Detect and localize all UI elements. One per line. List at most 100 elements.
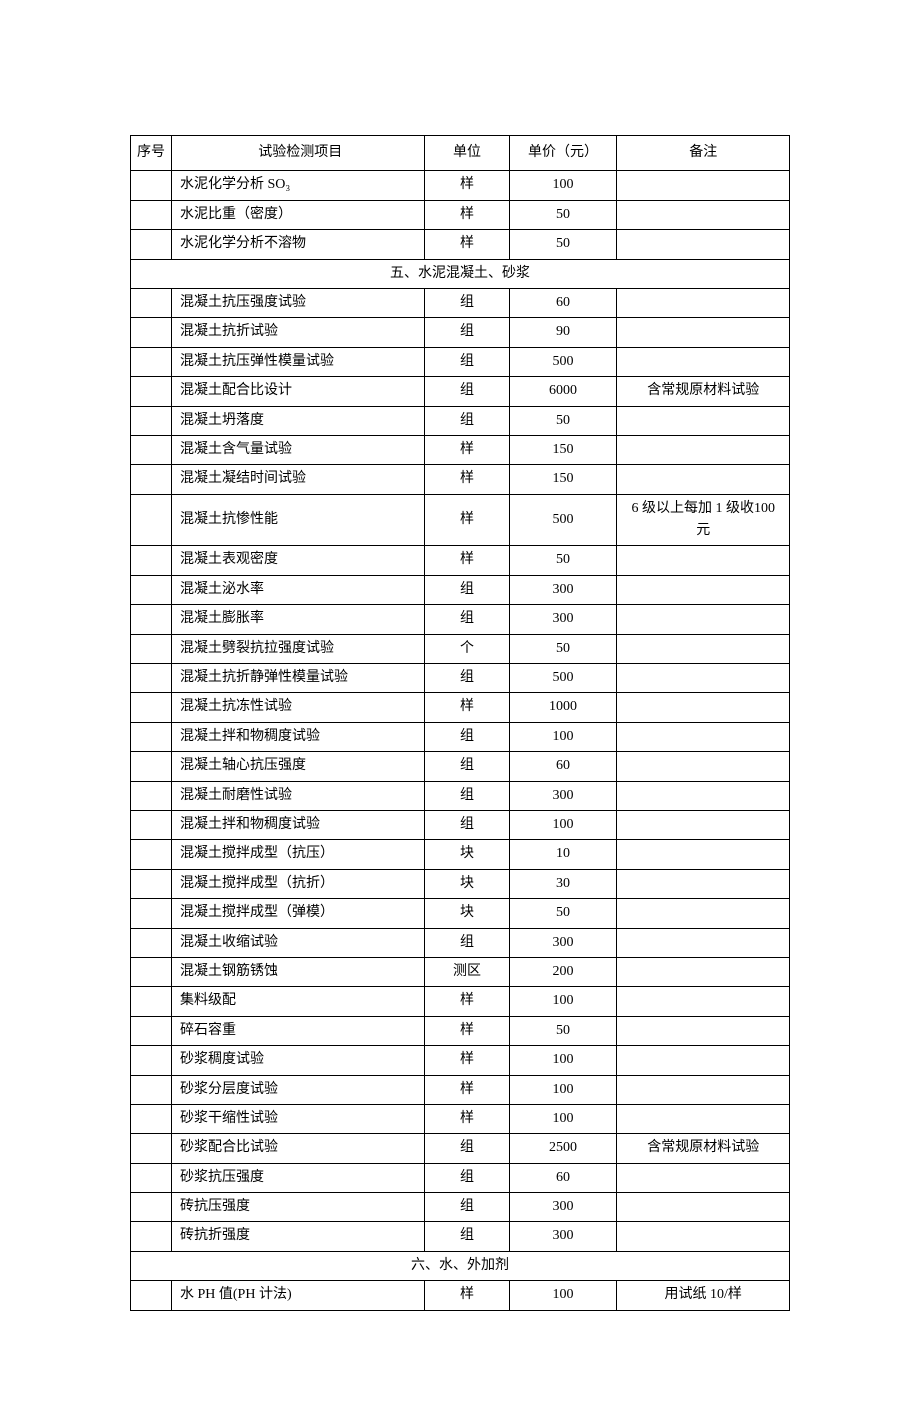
cell-price: 100 <box>509 1281 617 1310</box>
table-row: 混凝土轴心抗压强度组60 <box>131 752 790 781</box>
cell-note: 用试纸 10/样 <box>617 1281 790 1310</box>
cell-seq <box>131 465 172 494</box>
table-row: 砂浆配合比试验组2500含常规原材料试验 <box>131 1134 790 1163</box>
cell-unit: 组 <box>425 1163 509 1192</box>
cell-item: 砖抗折强度 <box>171 1222 424 1251</box>
cell-seq <box>131 664 172 693</box>
price-table: 序号 试验检测项目 单位 单价（元） 备注 水泥化学分析 SO₃样100水泥比重… <box>130 135 790 1311</box>
cell-unit: 块 <box>425 840 509 869</box>
table-row: 砂浆稠度试验样100 <box>131 1046 790 1075</box>
table-row: 水 PH 值(PH 计法)样100用试纸 10/样 <box>131 1281 790 1310</box>
cell-price: 1000 <box>509 693 617 722</box>
cell-seq <box>131 1046 172 1075</box>
cell-seq <box>131 1163 172 1192</box>
cell-item: 混凝土抗折试验 <box>171 318 424 347</box>
cell-note <box>617 1016 790 1045</box>
cell-note <box>617 693 790 722</box>
table-row: 砂浆干缩性试验样100 <box>131 1104 790 1133</box>
cell-unit: 组 <box>425 810 509 839</box>
cell-note <box>617 899 790 928</box>
cell-note <box>617 200 790 229</box>
cell-item: 水 PH 值(PH 计法) <box>171 1281 424 1310</box>
table-row: 混凝土耐磨性试验组300 <box>131 781 790 810</box>
cell-note <box>617 722 790 751</box>
cell-note <box>617 1046 790 1075</box>
cell-item: 混凝土凝结时间试验 <box>171 465 424 494</box>
cell-seq <box>131 1016 172 1045</box>
cell-note <box>617 752 790 781</box>
cell-seq <box>131 494 172 546</box>
cell-unit: 样 <box>425 435 509 464</box>
cell-note <box>617 605 790 634</box>
cell-item: 混凝土抗折静弹性模量试验 <box>171 664 424 693</box>
cell-note <box>617 288 790 317</box>
cell-unit: 样 <box>425 200 509 229</box>
cell-note: 6 级以上每加 1 级收100 元 <box>617 494 790 546</box>
cell-note <box>617 664 790 693</box>
table-row: 混凝土含气量试验样150 <box>131 435 790 464</box>
cell-unit: 组 <box>425 1193 509 1222</box>
cell-price: 60 <box>509 1163 617 1192</box>
cell-seq <box>131 318 172 347</box>
cell-price: 300 <box>509 575 617 604</box>
cell-item: 混凝土坍落度 <box>171 406 424 435</box>
table-row: 混凝土表观密度样50 <box>131 546 790 575</box>
cell-note <box>617 840 790 869</box>
header-price: 单价（元） <box>509 136 617 171</box>
cell-item: 砖抗压强度 <box>171 1193 424 1222</box>
cell-seq <box>131 1281 172 1310</box>
cell-unit: 样 <box>425 987 509 1016</box>
cell-seq <box>131 840 172 869</box>
cell-item: 混凝土轴心抗压强度 <box>171 752 424 781</box>
cell-note <box>617 406 790 435</box>
cell-item: 混凝土搅拌成型（抗压） <box>171 840 424 869</box>
table-row: 水泥比重（密度）样50 <box>131 200 790 229</box>
cell-unit: 组 <box>425 288 509 317</box>
cell-price: 300 <box>509 928 617 957</box>
cell-unit: 样 <box>425 1281 509 1310</box>
table-row: 混凝土抗惨性能样5006 级以上每加 1 级收100 元 <box>131 494 790 546</box>
cell-price: 300 <box>509 605 617 634</box>
cell-price: 100 <box>509 1075 617 1104</box>
cell-seq <box>131 575 172 604</box>
cell-item: 混凝土劈裂抗拉强度试验 <box>171 634 424 663</box>
cell-seq <box>131 634 172 663</box>
cell-seq <box>131 693 172 722</box>
table-row: 砂浆抗压强度组60 <box>131 1163 790 1192</box>
cell-seq <box>131 899 172 928</box>
cell-unit: 样 <box>425 230 509 259</box>
cell-unit: 样 <box>425 465 509 494</box>
cell-item: 混凝土搅拌成型（抗折） <box>171 869 424 898</box>
cell-note <box>617 575 790 604</box>
cell-item: 混凝土抗压强度试验 <box>171 288 424 317</box>
cell-seq <box>131 722 172 751</box>
header-row: 序号 试验检测项目 单位 单价（元） 备注 <box>131 136 790 171</box>
table-row: 混凝土泌水率组300 <box>131 575 790 604</box>
cell-item: 混凝土收缩试验 <box>171 928 424 957</box>
cell-item: 混凝土抗冻性试验 <box>171 693 424 722</box>
cell-unit: 个 <box>425 634 509 663</box>
cell-item: 砂浆配合比试验 <box>171 1134 424 1163</box>
cell-note <box>617 318 790 347</box>
cell-unit: 组 <box>425 575 509 604</box>
cell-note: 含常规原材料试验 <box>617 1134 790 1163</box>
cell-price: 300 <box>509 1193 617 1222</box>
table-row: 碎石容重样50 <box>131 1016 790 1045</box>
cell-price: 150 <box>509 435 617 464</box>
cell-unit: 组 <box>425 347 509 376</box>
cell-item: 砂浆抗压强度 <box>171 1163 424 1192</box>
cell-item: 水泥比重（密度） <box>171 200 424 229</box>
table-row: 混凝土膨胀率组300 <box>131 605 790 634</box>
cell-note <box>617 1163 790 1192</box>
cell-seq <box>131 1075 172 1104</box>
cell-price: 500 <box>509 347 617 376</box>
cell-note <box>617 230 790 259</box>
table-row: 混凝土抗折静弹性模量试验组500 <box>131 664 790 693</box>
cell-price: 10 <box>509 840 617 869</box>
cell-price: 50 <box>509 1016 617 1045</box>
cell-price: 50 <box>509 634 617 663</box>
table-row: 混凝土收缩试验组300 <box>131 928 790 957</box>
table-row: 混凝土搅拌成型（弹模）块50 <box>131 899 790 928</box>
cell-unit: 组 <box>425 1134 509 1163</box>
cell-price: 60 <box>509 752 617 781</box>
